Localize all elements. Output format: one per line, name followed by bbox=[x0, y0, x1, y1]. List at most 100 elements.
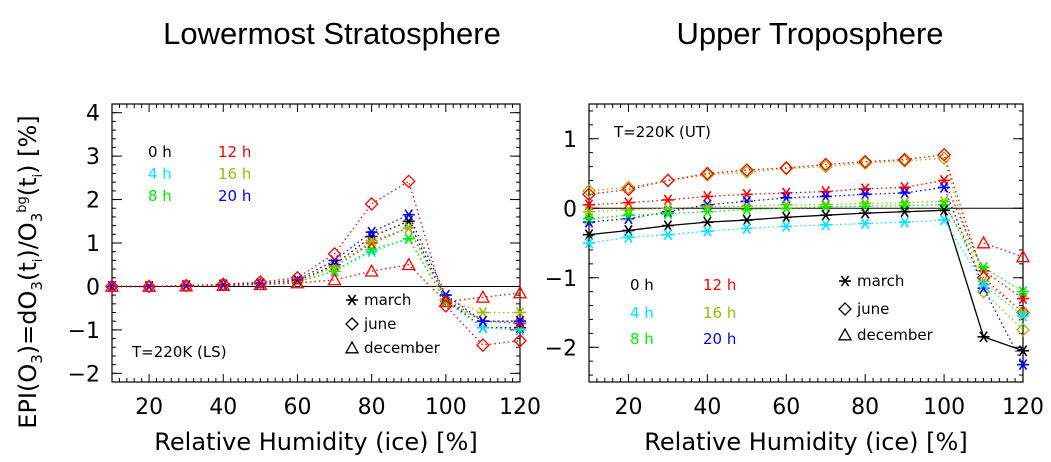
x-tick-label: 60 bbox=[772, 395, 800, 420]
month-legend-item: march bbox=[857, 272, 904, 290]
data-point bbox=[1016, 305, 1030, 320]
data-point bbox=[740, 204, 753, 216]
chart-title: Lowermost Stratosphere bbox=[163, 16, 501, 51]
data-point bbox=[701, 201, 714, 213]
data-point bbox=[1015, 249, 1031, 263]
data-point bbox=[739, 165, 754, 180]
hour-legend-item: 16 h bbox=[218, 165, 251, 183]
plot-frame bbox=[111, 103, 521, 383]
y-tick-label: −2 bbox=[68, 362, 100, 387]
data-point bbox=[701, 216, 714, 228]
temperature-annotation: T=220K (UT) bbox=[613, 123, 711, 141]
svg-text:EPI(O3)=dO3(ti)/O3bg(ti) [%]: EPI(O3)=dO3(ti)/O3bg(ti) [%] bbox=[14, 115, 46, 428]
data-point bbox=[216, 278, 231, 292]
data-point bbox=[661, 220, 674, 232]
data-point bbox=[179, 278, 194, 292]
data-point bbox=[661, 194, 674, 206]
series-7 bbox=[583, 214, 1029, 322]
data-point bbox=[898, 216, 911, 228]
data-point bbox=[402, 215, 415, 227]
data-point bbox=[1017, 286, 1029, 298]
series-4 bbox=[583, 195, 1029, 319]
data-point bbox=[402, 222, 415, 234]
data-point bbox=[365, 226, 378, 238]
y-tick-label: 3 bbox=[86, 145, 100, 170]
data-point bbox=[327, 272, 342, 286]
data-point bbox=[402, 233, 415, 245]
series-3 bbox=[106, 222, 526, 329]
series-line bbox=[588, 154, 1024, 313]
data-point bbox=[582, 187, 596, 202]
data-point bbox=[401, 257, 416, 271]
data-point bbox=[514, 306, 526, 319]
data-point bbox=[475, 289, 491, 303]
data-point bbox=[740, 195, 753, 207]
data-point bbox=[859, 188, 872, 200]
data-point bbox=[1017, 345, 1029, 357]
data-point bbox=[365, 235, 378, 247]
hour-legend-item: 0 h bbox=[630, 276, 654, 294]
legend-marker-diamond bbox=[345, 317, 359, 331]
data-point bbox=[513, 333, 527, 348]
data-point bbox=[514, 317, 526, 329]
data-point bbox=[898, 181, 911, 193]
data-point bbox=[859, 183, 872, 195]
data-point bbox=[739, 163, 754, 177]
data-point bbox=[818, 157, 833, 172]
data-point bbox=[898, 187, 911, 199]
x-tick-label: 20 bbox=[135, 395, 163, 420]
data-point bbox=[476, 322, 489, 334]
x-tick-label: 80 bbox=[851, 395, 879, 420]
data-point bbox=[898, 206, 911, 218]
data-point bbox=[621, 182, 636, 197]
data-point bbox=[438, 294, 453, 308]
data-point bbox=[621, 180, 636, 195]
data-point bbox=[364, 196, 379, 211]
data-point bbox=[858, 154, 873, 169]
x-tick-label: 40 bbox=[693, 395, 721, 420]
data-point bbox=[476, 306, 489, 319]
data-point bbox=[779, 161, 794, 175]
data-point bbox=[622, 204, 635, 216]
y-tick-label: −1 bbox=[545, 267, 577, 292]
y-tick-label: −2 bbox=[545, 336, 577, 361]
hour-legend-item: 12 h bbox=[218, 143, 251, 161]
month-legend-item: june bbox=[856, 300, 889, 318]
data-point bbox=[622, 231, 635, 244]
hour-legend-item: 20 h bbox=[703, 330, 736, 348]
data-point bbox=[475, 338, 490, 352]
x-tick-label: 100 bbox=[923, 395, 965, 420]
data-point bbox=[401, 174, 416, 189]
chart-title: Upper Troposphere bbox=[676, 16, 943, 51]
data-point bbox=[859, 217, 872, 230]
series-2 bbox=[106, 233, 526, 327]
series-line bbox=[112, 264, 521, 303]
data-point bbox=[327, 246, 342, 261]
data-point bbox=[514, 315, 526, 327]
data-point bbox=[977, 331, 990, 343]
hour-legend-item: 4 h bbox=[148, 165, 172, 183]
hour-legend-item: 8 h bbox=[630, 330, 654, 348]
series-1 bbox=[582, 147, 1030, 320]
data-point bbox=[780, 211, 793, 223]
month-legend-item: march bbox=[364, 291, 411, 309]
data-point bbox=[938, 174, 951, 187]
series-line bbox=[588, 186, 1024, 365]
series-line bbox=[112, 237, 521, 331]
y-tick-label: 0 bbox=[563, 197, 577, 222]
data-point bbox=[819, 219, 832, 231]
series-0 bbox=[106, 215, 526, 334]
data-point bbox=[1017, 310, 1029, 322]
series-7 bbox=[104, 257, 528, 308]
data-point bbox=[819, 199, 832, 211]
data-point bbox=[180, 280, 193, 292]
series-line bbox=[112, 226, 520, 314]
legend-marker-asterisk bbox=[346, 294, 358, 306]
data-point bbox=[364, 263, 379, 277]
hour-legend-item: 16 h bbox=[703, 304, 736, 322]
x-tick-label: 100 bbox=[425, 395, 467, 420]
data-point bbox=[290, 270, 305, 285]
data-point bbox=[819, 186, 832, 198]
series-4 bbox=[106, 222, 526, 319]
data-point bbox=[937, 147, 952, 162]
